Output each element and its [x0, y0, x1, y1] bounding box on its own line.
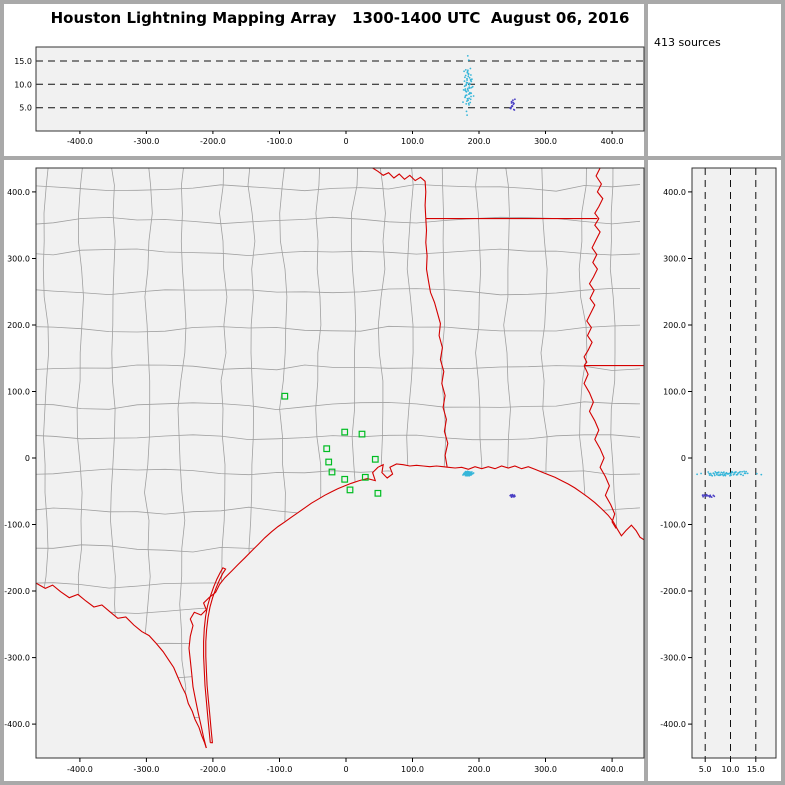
altitude-ew-panel: 5.0 10.0 15.0 -400.0 -300.0 -200.0 -100.0 0 100.…: [14, 46, 645, 146]
panel-divider-horizontal: [4, 156, 781, 160]
svg-text:-400.0: -400.0: [660, 720, 686, 729]
svg-text:200.0: 200.0: [7, 321, 30, 330]
svg-text:300.0: 300.0: [534, 765, 557, 774]
svg-text:-300.0: -300.0: [660, 654, 686, 663]
svg-text:0: 0: [25, 454, 30, 463]
svg-text:300.0: 300.0: [7, 254, 30, 263]
svg-text:300.0: 300.0: [534, 137, 557, 146]
svg-text:-100.0: -100.0: [267, 137, 293, 146]
svg-text:-100.0: -100.0: [4, 521, 30, 530]
svg-text:-200.0: -200.0: [200, 137, 226, 146]
svg-text:-300.0: -300.0: [4, 654, 30, 663]
svg-text:100.0: 100.0: [401, 137, 424, 146]
svg-text:10.0: 10.0: [722, 765, 740, 774]
svg-text:15.0: 15.0: [747, 765, 765, 774]
svg-text:400.0: 400.0: [7, 188, 30, 197]
svg-text:-100.0: -100.0: [267, 765, 293, 774]
svg-text:-400.0: -400.0: [67, 765, 93, 774]
svg-text:0: 0: [681, 454, 686, 463]
svg-text:100.0: 100.0: [401, 765, 424, 774]
source-count-label: 413 sources: [654, 36, 721, 49]
svg-text:0: 0: [343, 765, 348, 774]
altitude-ns-panel: 400.0 300.0 200.0 100.0 0 -100.0 -200.0 -300.0 -…: [660, 167, 777, 774]
svg-text:300.0: 300.0: [663, 254, 686, 263]
svg-text:100.0: 100.0: [663, 387, 686, 396]
page-title: Houston Lightning Mapping Array 1300-140…: [50, 9, 630, 27]
plan-view-map-panel: 400.0 300.0 200.0 100.0 0 -100.0 -200.0 -300.0 -…: [4, 167, 645, 774]
svg-text:15.0: 15.0: [14, 57, 32, 66]
svg-text:200.0: 200.0: [663, 321, 686, 330]
svg-text:-400.0: -400.0: [4, 720, 30, 729]
svg-text:-300.0: -300.0: [134, 137, 160, 146]
svg-text:5.0: 5.0: [699, 765, 712, 774]
svg-text:-200.0: -200.0: [660, 587, 686, 596]
svg-text:-100.0: -100.0: [660, 521, 686, 530]
svg-text:400.0: 400.0: [601, 765, 624, 774]
svg-text:-300.0: -300.0: [134, 765, 160, 774]
svg-text:100.0: 100.0: [7, 387, 30, 396]
svg-text:10.0: 10.0: [14, 80, 32, 89]
svg-text:200.0: 200.0: [468, 765, 491, 774]
svg-text:400.0: 400.0: [601, 137, 624, 146]
svg-text:400.0: 400.0: [663, 188, 686, 197]
svg-text:-200.0: -200.0: [200, 765, 226, 774]
panel-divider-vertical: [644, 4, 648, 781]
svg-text:-400.0: -400.0: [67, 137, 93, 146]
svg-text:5.0: 5.0: [19, 104, 32, 113]
source-count-panel: 413 sources: [654, 36, 721, 49]
svg-text:200.0: 200.0: [468, 137, 491, 146]
svg-text:0: 0: [343, 137, 348, 146]
svg-text:-200.0: -200.0: [4, 587, 30, 596]
